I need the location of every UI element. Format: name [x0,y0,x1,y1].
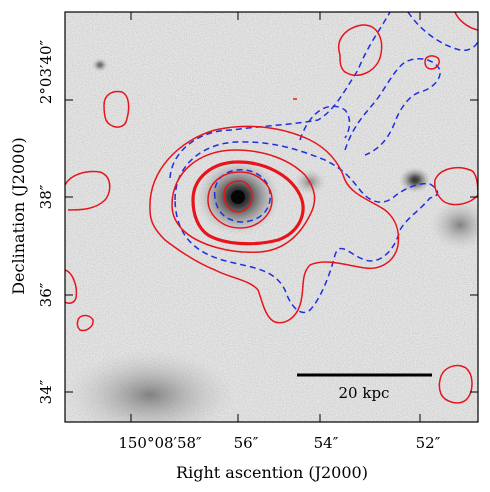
solid-contour-right-edge [434,167,478,206]
solid-contour-top-edge [454,12,478,31]
x-axis-title: Right ascention (J2000) [176,463,368,482]
x-tick-label-1: 56″ [234,434,259,452]
y-axis-title: Declination (J2000) [9,137,28,295]
y-tick-label-0: 2°03′40″ [37,39,55,104]
scale-bar-label: 20 kpc [339,384,390,402]
y-tick-label-1: 38″ [37,184,55,209]
dashed-contour-main [174,141,439,314]
solid-contour-2 [171,149,316,254]
x-tick-label-2: 54″ [314,434,339,452]
y-tick-label-2: 36″ [37,282,55,307]
x-tick-label-3: 52″ [416,434,441,452]
sky-image [65,12,478,422]
solid-contour-right-lower [438,364,473,404]
dashed-contour-arc [299,105,351,141]
solid-contour-left-edge [65,170,111,211]
x-tick-label-0: 150°08′58″ [118,434,202,452]
y-ticks [65,99,478,393]
x-ticks [130,12,421,422]
dashed-contour-outer [169,12,478,179]
solid-contour-left-tiny [76,314,94,332]
plot-frame [64,11,479,423]
solid-contour-1 [149,125,400,324]
contour-set-solid [65,12,478,404]
solid-contour-small-top [424,55,440,70]
dashed-contour-inner [213,169,271,223]
solid-contour-left [103,90,130,128]
solid-contour-topright [338,24,383,76]
solid-contour-4 [207,171,273,229]
solid-contour-left-low [65,269,78,304]
solid-contour-core [223,180,253,213]
contours [65,12,478,404]
contour-set-dashed [169,12,478,314]
solid-contour-3-bold [191,160,305,246]
dashed-contour-right [344,58,441,156]
scale-bar: 20 kpc [297,373,432,402]
y-tick-label-3: 34″ [37,379,55,404]
